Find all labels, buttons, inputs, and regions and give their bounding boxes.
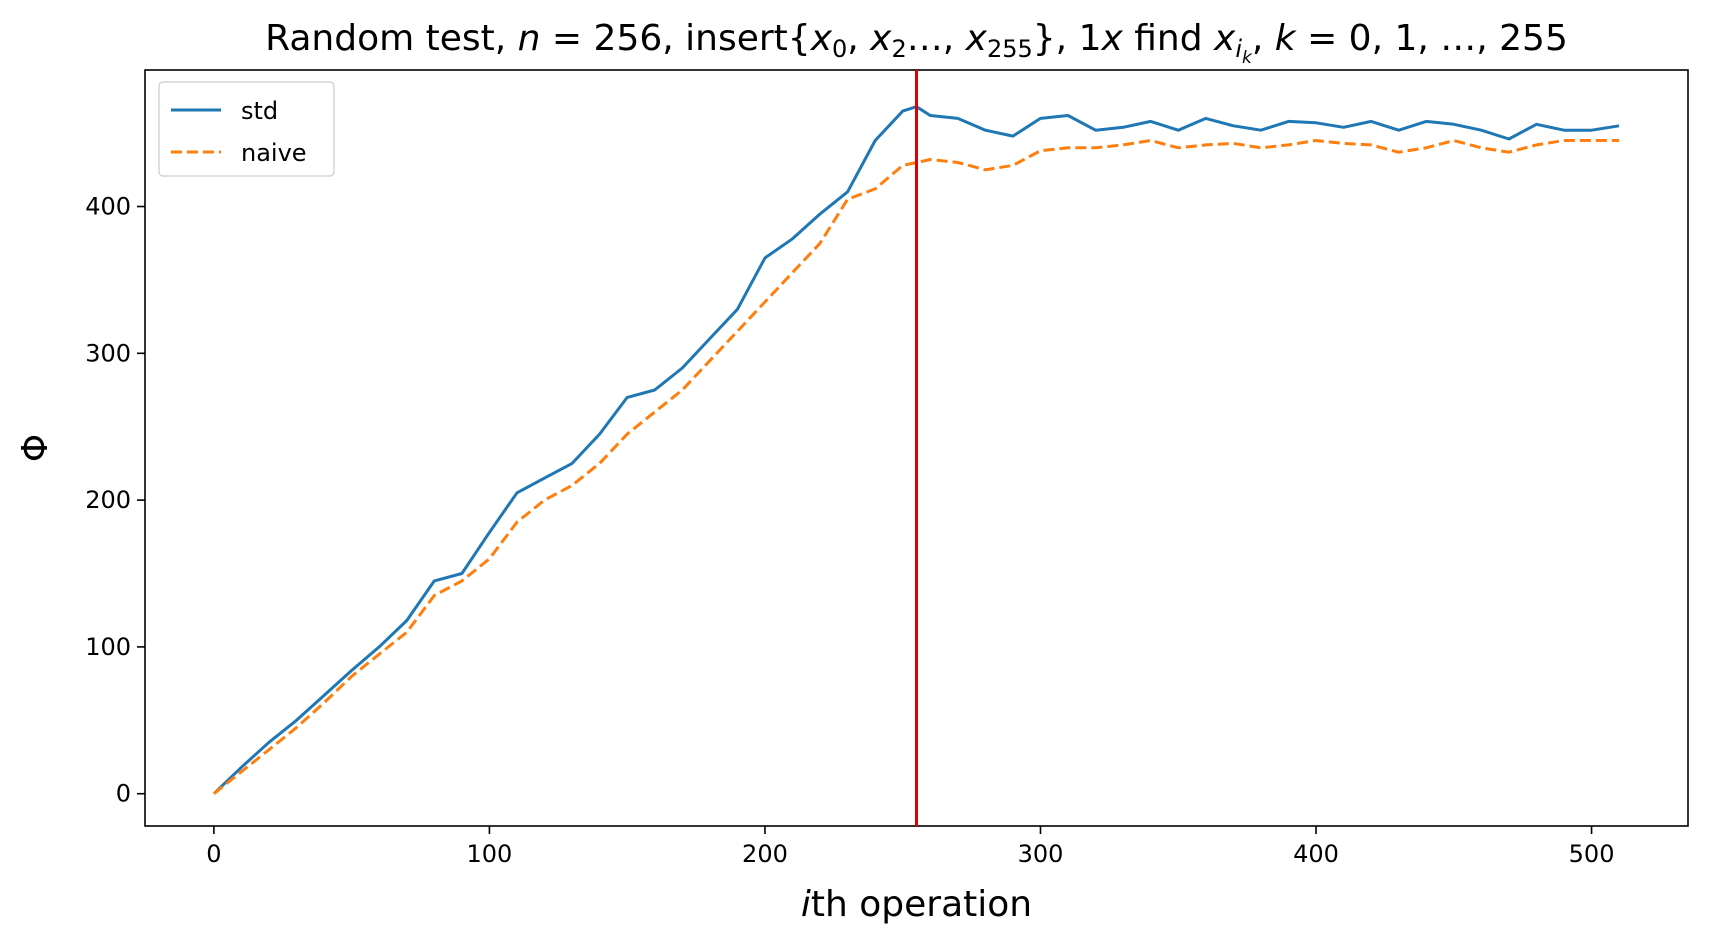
y-axis-label: Φ (15, 434, 56, 462)
chart-title-xi-sub: i (1235, 35, 1242, 63)
y-axis-ticks: 0 100 200 300 400 (85, 193, 145, 808)
legend: std naive (158, 81, 335, 177)
chart-title-dots1: …, (907, 18, 966, 59)
chart-title-x2-sub: 2 (891, 35, 906, 63)
chart-title-k-range: = 0, 1, …, 255 (1296, 18, 1568, 59)
legend-label-std: std (241, 97, 278, 125)
x-axis-label-italic: i (801, 884, 811, 925)
legend-box (158, 81, 335, 177)
y-tick-label: 400 (85, 193, 131, 221)
chart-title-x255-sub: 255 (987, 35, 1033, 63)
x-axis-label-rest: th operation (811, 884, 1032, 925)
chart-title-x2: x (869, 18, 892, 59)
legend-label-naive: naive (241, 139, 307, 167)
chart-title: Random test, n = 256, insert{x0, x2…, x2… (265, 18, 1568, 68)
x-tick-label: 300 (1018, 840, 1064, 868)
y-tick-label: 200 (85, 486, 131, 514)
plot-area (144, 69, 1689, 827)
y-tick-label: 100 (85, 633, 131, 661)
chart-title-find-text: find (1123, 18, 1214, 59)
chart-title-x0: x (810, 18, 833, 59)
chart-title-n-value: = 256, insert{ (540, 18, 810, 59)
chart-title-sep1: , (847, 18, 870, 59)
chart-title-k-var: k (1275, 18, 1298, 59)
chart-title-find-x: x (1100, 18, 1123, 59)
chart-title-xi: x (1213, 18, 1236, 59)
y-tick-label: 0 (116, 780, 131, 808)
series-line-naive (212, 139, 1620, 795)
chart-title-x0-sub: 0 (832, 35, 847, 63)
chart-title-xi-subsub: k (1242, 48, 1253, 68)
x-tick-label: 100 (467, 840, 513, 868)
x-axis-label: ith operation (801, 884, 1032, 925)
x-tick-label: 0 (206, 840, 221, 868)
x-tick-label: 400 (1293, 840, 1339, 868)
chart-title-close: }, 1 (1033, 18, 1102, 59)
chart-title-n-var: n (518, 18, 541, 59)
x-tick-label: 200 (742, 840, 788, 868)
chart-title-prefix: Random test, (265, 18, 518, 59)
y-tick-label: 300 (85, 339, 131, 367)
chart-title-comma-k: , (1252, 18, 1275, 59)
chart-title-x255: x (965, 18, 988, 59)
x-axis-ticks: 0 100 200 300 400 500 (206, 826, 1614, 868)
x-tick-label: 500 (1569, 840, 1615, 868)
